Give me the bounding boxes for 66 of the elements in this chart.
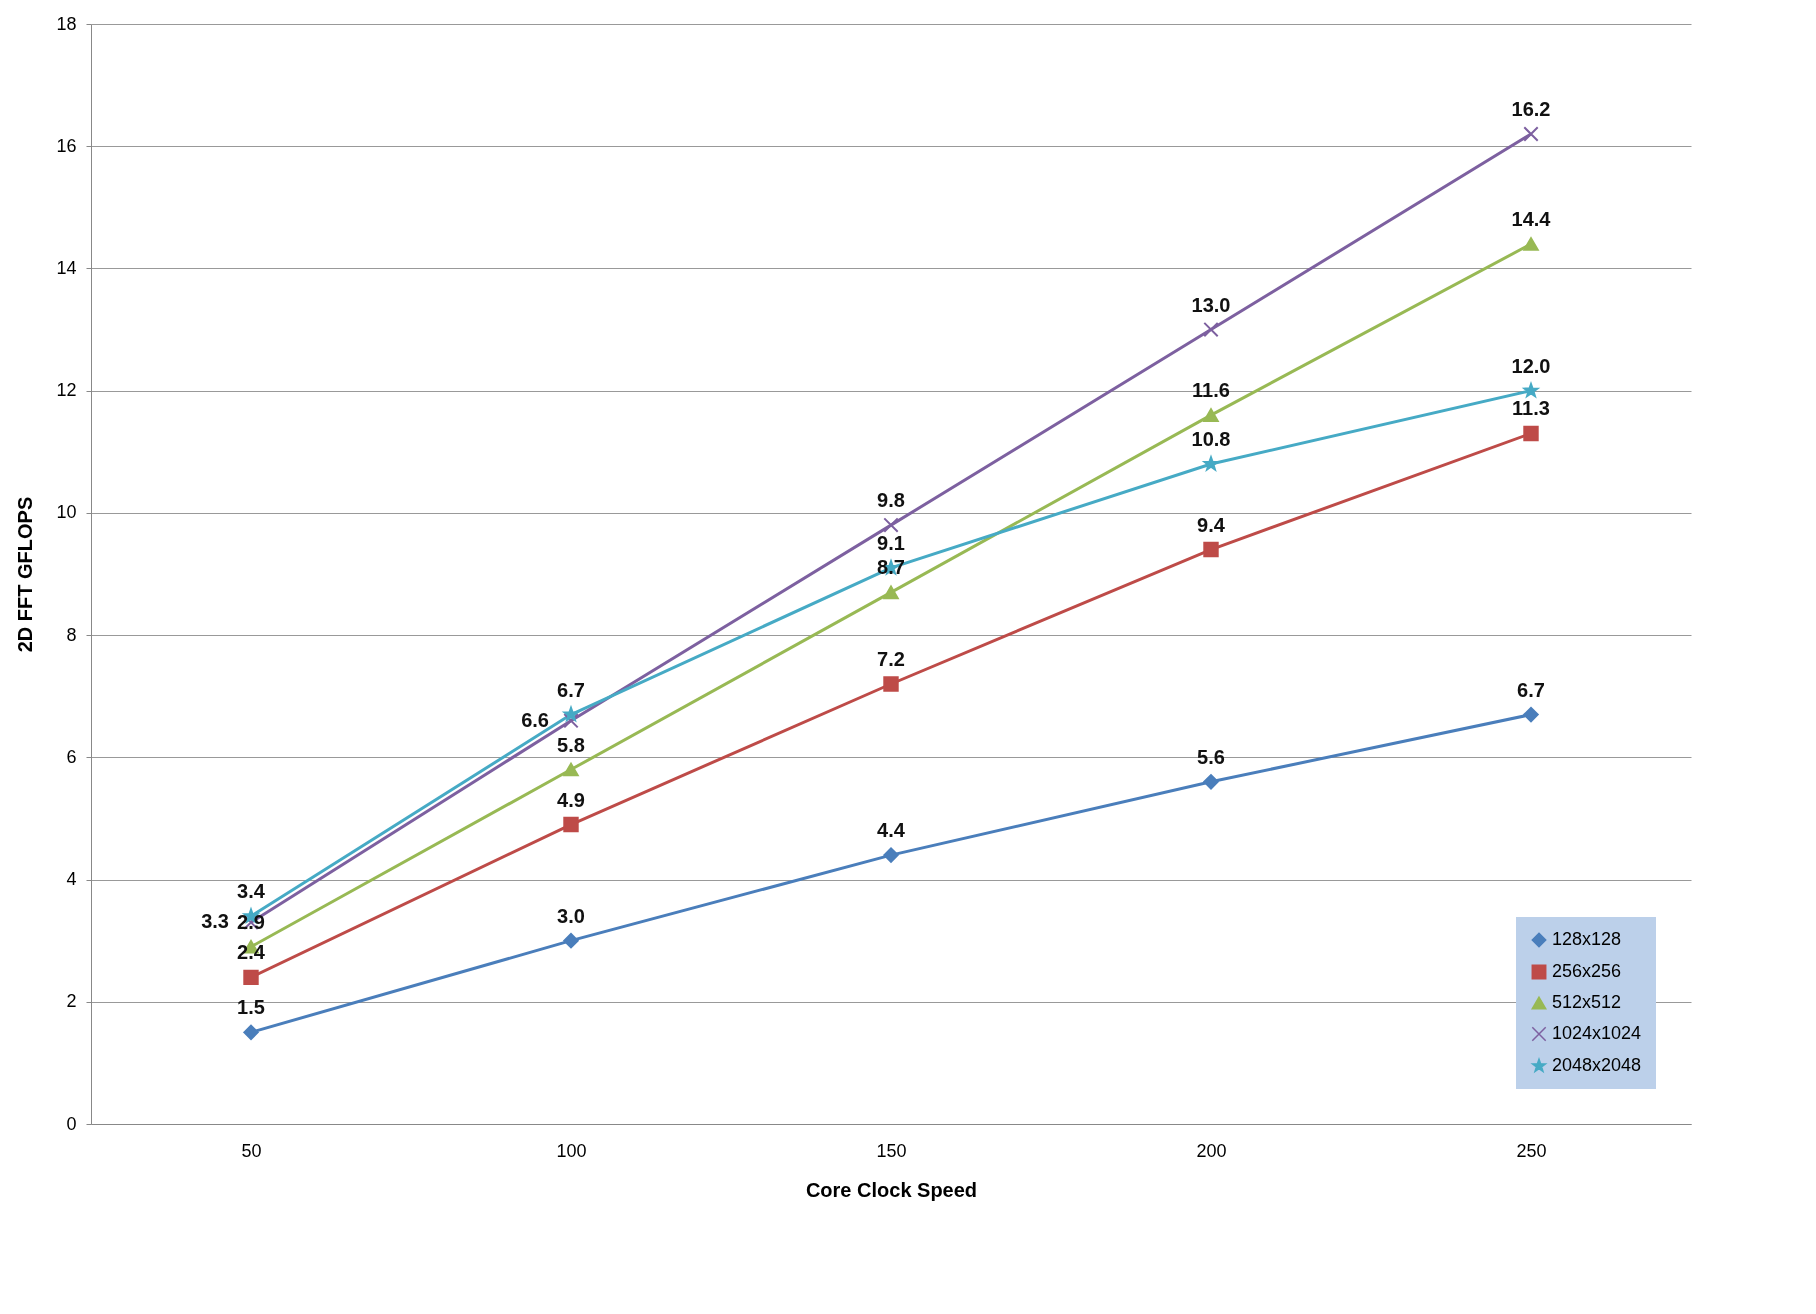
data-label: 5.8 xyxy=(557,733,585,756)
data-label: 3.0 xyxy=(557,904,585,927)
data-label: 16.2 xyxy=(1511,98,1551,120)
legend-label: 128x128 xyxy=(1552,929,1622,949)
data-label: 10.8 xyxy=(1191,428,1231,450)
point xyxy=(1203,408,1219,422)
y-tick-label: 14 xyxy=(56,257,77,278)
y-tick-label: 2 xyxy=(66,991,77,1012)
point xyxy=(1203,774,1219,790)
data-label: 3.3 xyxy=(201,910,229,933)
data-label: 8.7 xyxy=(877,556,905,579)
point xyxy=(883,517,899,533)
legend-label: 2048x2048 xyxy=(1552,1055,1642,1075)
point xyxy=(1523,237,1539,251)
y-axis-title: 2D FFT GFLOPS xyxy=(14,496,37,653)
y-tick-label: 0 xyxy=(66,1113,77,1134)
point xyxy=(1523,706,1539,723)
legend-label: 1024x1024 xyxy=(1552,1023,1642,1043)
data-label: 9.8 xyxy=(877,489,905,512)
y-tick-label: 6 xyxy=(66,746,77,767)
point xyxy=(1523,126,1539,142)
data-label: 6.6 xyxy=(521,708,549,731)
point xyxy=(883,676,899,692)
data-label: 9.1 xyxy=(877,531,905,554)
point xyxy=(1203,321,1219,338)
data-label: 14.4 xyxy=(1511,208,1552,230)
y-tick-label: 8 xyxy=(66,624,77,645)
point xyxy=(563,706,579,721)
point xyxy=(883,847,899,863)
data-label: 7.2 xyxy=(877,648,905,670)
x-axis-title: Core Clock Speed xyxy=(805,1178,978,1201)
data-label: 9.4 xyxy=(1197,513,1226,536)
data-label: 5.6 xyxy=(1197,745,1225,768)
x-tick-label: 100 xyxy=(556,1140,587,1161)
y-tick-label: 12 xyxy=(56,380,77,401)
legend-label: 256x256 xyxy=(1552,961,1622,981)
point xyxy=(563,762,579,777)
point xyxy=(563,932,579,949)
point xyxy=(883,585,899,600)
y-tick-label: 10 xyxy=(56,502,77,523)
data-label: 6.7 xyxy=(1517,678,1545,701)
point xyxy=(243,969,259,986)
y-tick-label: 18 xyxy=(56,13,77,34)
data-label: 11.6 xyxy=(1192,379,1230,402)
data-label: 12.0 xyxy=(1511,354,1551,377)
x-tick-label: 200 xyxy=(1196,1140,1227,1161)
data-label: 4.4 xyxy=(877,819,906,842)
point xyxy=(1523,425,1539,442)
data-label: 3.4 xyxy=(237,880,266,903)
point xyxy=(1203,456,1219,471)
y-tick-label: 16 xyxy=(56,135,77,156)
x-tick-label: 150 xyxy=(876,1140,907,1161)
data-label: 2.4 xyxy=(237,941,266,964)
point xyxy=(1203,541,1219,558)
data-label: 4.9 xyxy=(557,788,585,811)
data-label: 11.3 xyxy=(1512,397,1550,420)
point xyxy=(1523,382,1539,398)
data-label: 1.5 xyxy=(237,996,265,1019)
y-tick-label: 4 xyxy=(66,869,77,890)
data-label: 6.7 xyxy=(557,678,585,701)
x-tick-label: 250 xyxy=(1516,1140,1547,1161)
data-label: 13.0 xyxy=(1191,293,1231,316)
legend-label: 512x512 xyxy=(1552,992,1622,1012)
point xyxy=(563,816,579,833)
x-tick-label: 50 xyxy=(241,1140,262,1161)
point xyxy=(243,1024,259,1041)
